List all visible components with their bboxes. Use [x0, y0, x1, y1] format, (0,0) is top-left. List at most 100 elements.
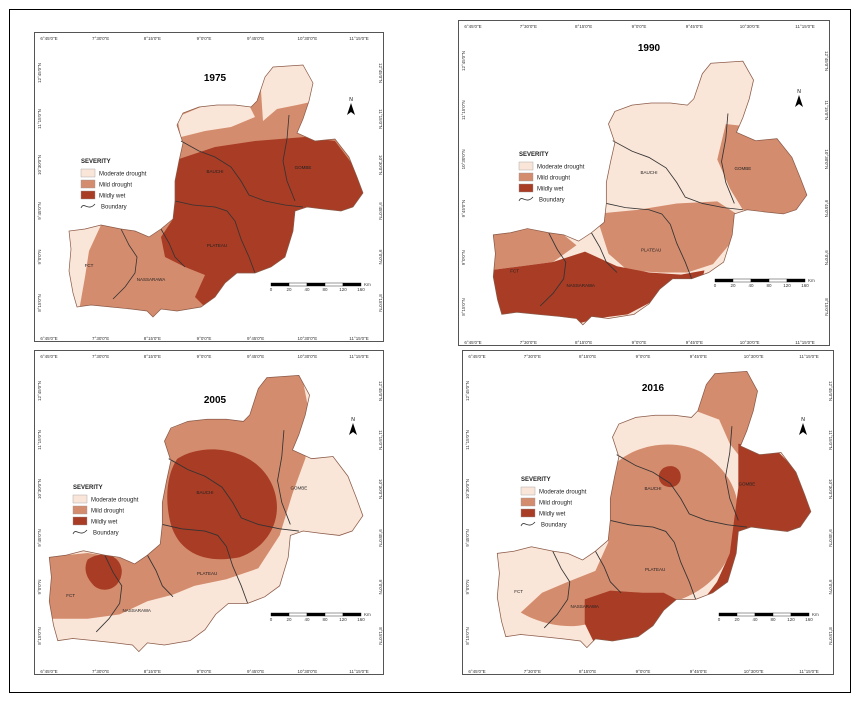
longitude-tick-bottom: 10°30'0"E — [297, 336, 317, 341]
study-area-map — [492, 60, 808, 326]
study-area-outline — [68, 64, 364, 318]
severity-region — [69, 221, 101, 311]
map-panel-1990: BAUCHI GOMBE PLATEAU FCT NASSARAWA 1990 6°45'0… — [458, 20, 830, 346]
scale-label: 80 — [770, 617, 776, 622]
longitude-tick-bottom: 6°45'0"E — [464, 340, 481, 345]
longitude-tick-top: 7°30'0"E — [92, 36, 109, 41]
legend-swatch — [72, 505, 88, 515]
figure-frame: BAUCHI GOMBE PLATEAU FCT NASSARAWA 1975 6°45'0… — [9, 9, 851, 693]
longitude-tick-bottom: 7°30'0"E — [520, 340, 537, 345]
scale-segment — [772, 612, 792, 617]
latitude-tick-right: 9°45'0"N — [828, 529, 833, 547]
scale-label: 120 — [339, 617, 347, 622]
latitude-tick-left: 11°15'0"N — [37, 430, 42, 450]
scale-label: 40 — [752, 617, 758, 622]
longitude-tick-bottom: 8°15'0"E — [575, 340, 592, 345]
map-panel-2005: BAUCHI GOMBE PLATEAU FCT NASSARAWA 2005 6°45'0… — [34, 350, 384, 675]
longitude-tick-bottom: 11°15'0"E — [795, 340, 814, 345]
state-label-bauchi: BAUCHI — [640, 170, 657, 175]
state-boundary — [174, 200, 236, 222]
severity-region — [520, 444, 739, 627]
longitude-tick-top: 8°15'0"E — [144, 36, 161, 41]
state-boundary — [721, 113, 735, 204]
longitude-tick-bottom: 9°0'0"E — [632, 340, 647, 345]
severity-region — [702, 443, 811, 602]
longitude-tick-top: 9°45'0"E — [247, 36, 264, 41]
legend-item-label: Mild drought — [91, 509, 124, 515]
state-label-nassarawa: NASSARAWA — [571, 604, 599, 609]
map-svg-2016: BAUCHI GOMBE PLATEAU FCT NASSARAWA 2016 6°45'0… — [465, 354, 833, 674]
scale-segment — [306, 612, 326, 617]
state-label-bauchi: BAUCHI — [644, 486, 661, 491]
scale-unit: Km — [812, 612, 819, 617]
longitude-tick-bottom: 9°0'0"E — [197, 336, 212, 341]
scale-segment — [342, 282, 362, 287]
state-boundary — [160, 228, 186, 268]
scale-segment — [324, 612, 344, 617]
longitude-tick-top: 10°30'0"E — [740, 24, 760, 29]
scale-segment — [718, 612, 738, 617]
longitude-tick-bottom: 7°30'0"E — [92, 336, 109, 341]
longitude-tick-top: 9°45'0"E — [686, 24, 703, 29]
north-arrow-icon: N — [349, 417, 357, 435]
legend-item-label: Moderate drought — [539, 490, 587, 496]
severity-region — [658, 466, 681, 488]
legend-item-label: Boundary — [93, 531, 119, 537]
longitude-tick-top: 7°30'0"E — [524, 354, 541, 359]
legend-title: SEVERITY — [81, 159, 111, 165]
latitude-tick-left: 9°0'0"N — [37, 249, 42, 264]
state-label-plateau: PLATEAU — [641, 248, 661, 253]
longitude-tick-bottom: 9°0'0"E — [636, 669, 651, 674]
state-label-gombe: GOMBE — [738, 481, 755, 486]
state-label-fct: FCT — [514, 589, 523, 594]
scale-label: 120 — [783, 283, 791, 288]
map-year-title: 2005 — [204, 395, 227, 406]
map-svg-1975: BAUCHI GOMBE PLATEAU FCT NASSARAWA 1975 6°45'0… — [37, 36, 383, 341]
legend-swatch — [520, 486, 536, 496]
latitude-tick-left: 9°45'0"N — [37, 202, 42, 220]
latitude-tick-right: 11°15'0"N — [378, 430, 383, 450]
latitude-tick-left: 11°15'0"N — [37, 109, 42, 129]
north-label: N — [349, 97, 353, 103]
legend-title: SEVERITY — [519, 152, 549, 158]
legend: SEVERITY Moderate drought Mild drought Mild… — [80, 159, 147, 211]
latitude-tick-right: 8°15'0"N — [828, 627, 833, 645]
severity-region — [493, 251, 705, 325]
state-label-fct: FCT — [85, 263, 94, 268]
latitude-tick-right: 12°45'0"N — [828, 381, 833, 401]
longitude-tick-bottom: 10°30'0"E — [297, 669, 317, 674]
latitude-tick-left: 10°30'0"N — [37, 155, 42, 175]
longitude-tick-top: 11°15'0"E — [349, 36, 368, 41]
state-boundary — [225, 546, 249, 604]
state-boundary — [162, 524, 227, 547]
longitude-tick-top: 7°30'0"E — [92, 354, 109, 359]
scale-label: 20 — [734, 617, 740, 622]
latitude-tick-left: 9°0'0"N — [465, 579, 470, 594]
legend-item-label: Mild drought — [539, 501, 572, 507]
latitude-tick-right: 9°45'0"N — [378, 202, 383, 220]
scale-label: 80 — [322, 617, 328, 622]
scale-segment — [324, 282, 344, 287]
scale-segment — [270, 282, 290, 287]
longitude-tick-top: 6°45'0"E — [40, 354, 57, 359]
scale-segment — [306, 282, 326, 287]
scale-segment — [736, 612, 756, 617]
map-year-title: 1975 — [204, 73, 227, 84]
latitude-tick-right: 10°30'0"N — [828, 479, 833, 499]
longitude-tick-bottom: 11°15'0"E — [799, 669, 818, 674]
legend: SEVERITY Moderate drought Mild drought Mild… — [72, 485, 139, 537]
latitude-tick-right: 9°0'0"N — [824, 250, 829, 265]
legend-swatch — [518, 172, 534, 182]
latitude-tick-right: 8°15'0"N — [378, 294, 383, 312]
state-boundary — [539, 232, 567, 307]
state-boundary — [612, 140, 743, 211]
north-arrow-icon: N — [795, 89, 803, 107]
map-year-title: 2016 — [642, 383, 665, 394]
state-boundary — [610, 520, 675, 543]
latitude-tick-right: 12°45'0"N — [824, 51, 829, 71]
scale-label: 0 — [270, 287, 273, 292]
scale-segment — [750, 278, 770, 283]
latitude-tick-right: 10°30'0"N — [824, 149, 829, 169]
longitude-tick-top: 9°45'0"E — [247, 354, 264, 359]
latitude-tick-right: 10°30'0"N — [378, 479, 383, 499]
